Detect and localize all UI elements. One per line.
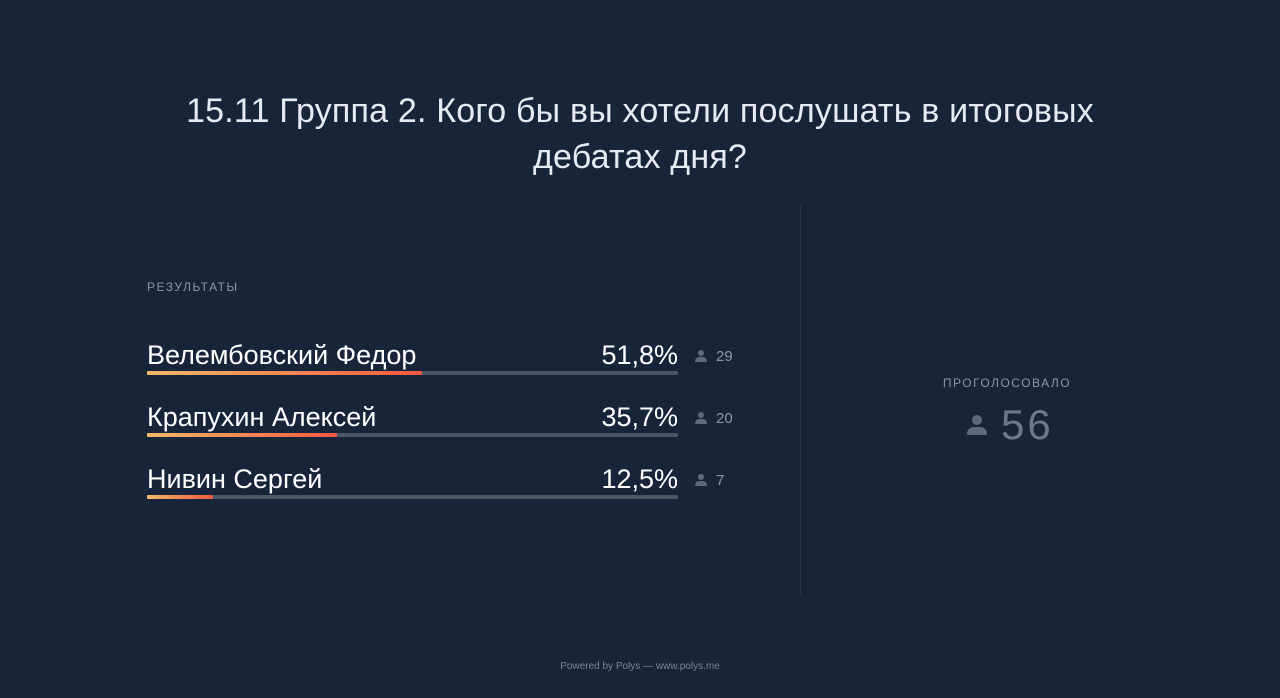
progress-fill	[147, 371, 423, 375]
results-label: РЕЗУЛЬТАТЫ	[147, 280, 239, 294]
powered-by-footer: Powered by Polys — www.polys.me	[560, 661, 720, 672]
option-percent: 51,8%	[601, 340, 678, 370]
person-icon	[695, 412, 707, 424]
total-voted-label: ПРОГОЛОСОВАЛО	[942, 376, 1072, 390]
option-name: Нивин Сергей	[147, 464, 323, 494]
person-icon	[695, 474, 707, 486]
option-name: Крапухин Алексей	[147, 402, 377, 432]
progress-track	[147, 371, 678, 375]
option-row: Нивин Сергей 12,5% 7	[147, 462, 747, 512]
option-percent: 35,7%	[601, 402, 678, 432]
progress-track	[147, 495, 678, 499]
option-vote-count: 20	[716, 409, 733, 427]
option-percent: 12,5%	[601, 464, 678, 494]
person-icon	[967, 415, 987, 435]
option-votes: 20	[695, 406, 733, 430]
progress-fill	[147, 495, 214, 499]
person-icon	[695, 350, 707, 362]
option-name: Велембовский Федор	[147, 340, 417, 370]
option-vote-count: 29	[716, 347, 733, 365]
poll-question: 15.11 Группа 2. Кого бы вы хотели послуш…	[186, 92, 1094, 176]
total-voted-count: 56	[1001, 401, 1054, 448]
vertical-divider	[800, 205, 801, 595]
option-votes: 29	[695, 344, 733, 368]
progress-track	[147, 433, 678, 437]
total-voted: 56	[967, 402, 1054, 448]
option-votes: 7	[695, 468, 724, 492]
progress-fill	[147, 433, 337, 437]
option-row: Крапухин Алексей 35,7% 20	[147, 400, 747, 450]
option-row: Велембовский Федор 51,8% 29	[147, 338, 747, 388]
option-vote-count: 7	[716, 471, 725, 489]
